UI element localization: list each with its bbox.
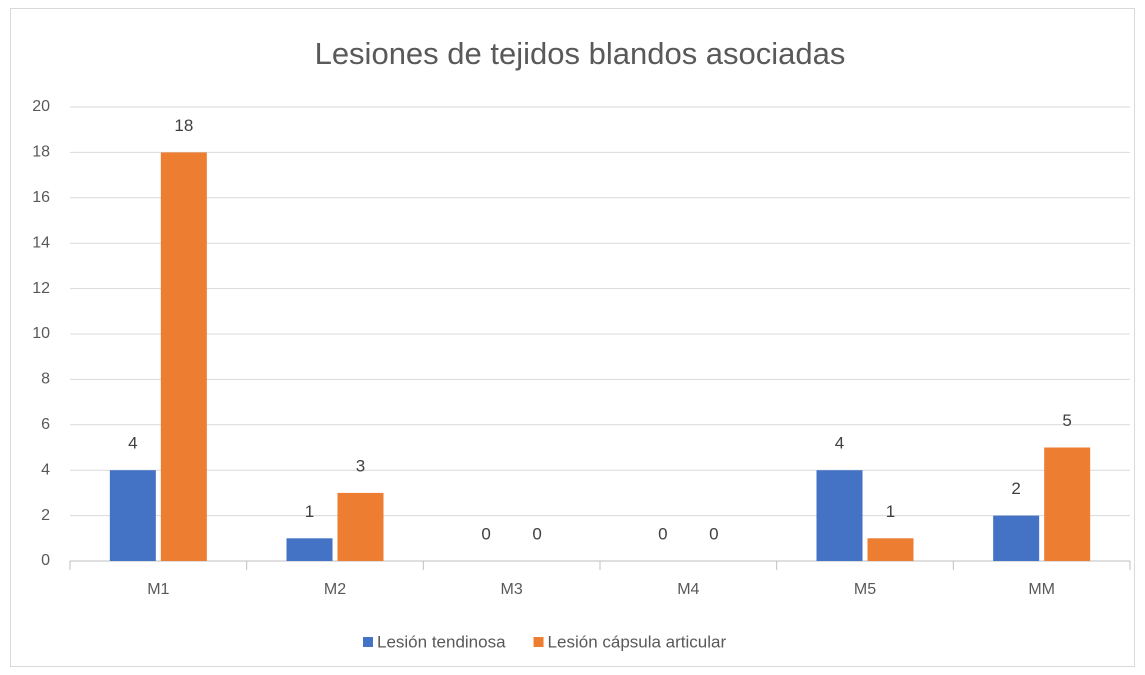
y-tick-label: 4 xyxy=(41,461,50,478)
x-tick-label: M1 xyxy=(147,581,169,598)
y-tick-label: 2 xyxy=(41,507,50,524)
y-tick-label: 20 xyxy=(32,98,50,115)
data-label: 1 xyxy=(305,502,314,521)
data-label: 4 xyxy=(835,434,844,453)
y-tick-label: 18 xyxy=(32,144,50,161)
bar xyxy=(337,492,384,561)
y-tick-label: 0 xyxy=(41,552,50,569)
data-label: 4 xyxy=(128,434,137,453)
legend-swatch xyxy=(533,637,544,647)
x-tick-label: M5 xyxy=(854,581,876,598)
data-label: 5 xyxy=(1062,411,1071,430)
y-tick-label: 12 xyxy=(32,280,50,297)
legend-label: Lesión cápsula articular xyxy=(548,632,727,651)
x-tick-label: MM xyxy=(1028,581,1055,598)
legend-swatch xyxy=(363,637,373,647)
bar xyxy=(286,538,333,561)
data-label: 0 xyxy=(481,524,490,543)
bar xyxy=(993,515,1040,561)
bar xyxy=(109,470,156,561)
y-tick-label: 14 xyxy=(32,234,50,251)
bar xyxy=(160,152,207,561)
chart-title: Lesiones de tejidos blandos asociadas xyxy=(315,36,846,71)
bar xyxy=(816,470,863,561)
data-label: 0 xyxy=(658,524,667,543)
x-tick-label: M2 xyxy=(324,581,346,598)
data-label: 18 xyxy=(174,116,193,135)
legend-label: Lesión tendinosa xyxy=(377,632,506,651)
y-tick-label: 8 xyxy=(41,371,50,388)
y-tick-label: 16 xyxy=(32,189,50,206)
data-label: 1 xyxy=(886,502,895,521)
data-label: 3 xyxy=(356,456,365,475)
y-tick-label: 6 xyxy=(41,416,50,433)
y-tick-label: 10 xyxy=(32,325,50,342)
data-label: 0 xyxy=(709,524,718,543)
data-label: 2 xyxy=(1011,479,1020,498)
x-tick-label: M3 xyxy=(501,581,523,598)
bar xyxy=(1044,447,1091,561)
bar xyxy=(867,538,914,561)
data-label: 0 xyxy=(532,524,541,543)
x-tick-label: M4 xyxy=(677,581,699,598)
